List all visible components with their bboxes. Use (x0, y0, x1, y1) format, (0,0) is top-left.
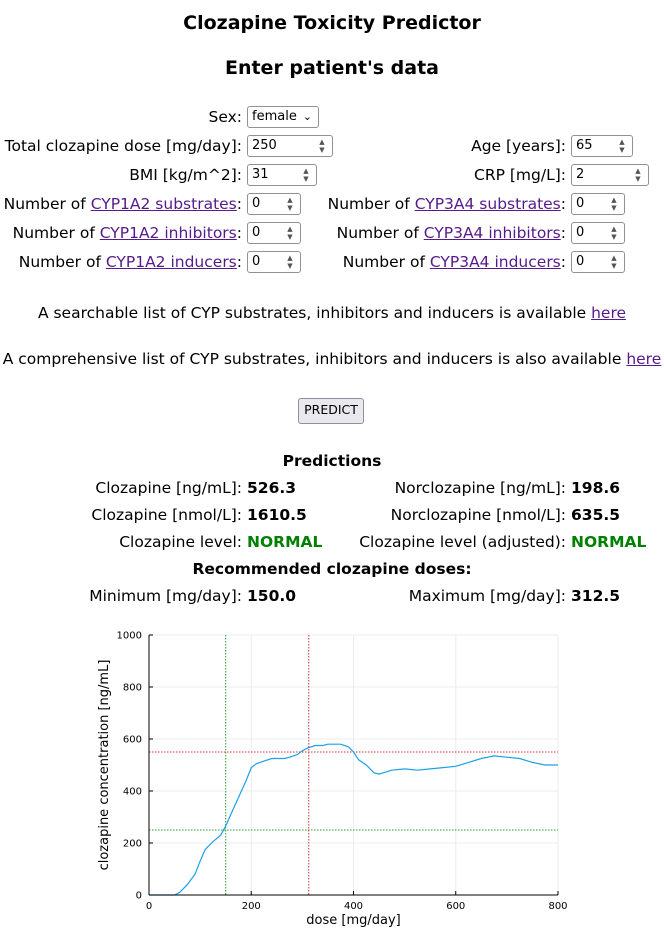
chevron-down-icon: ⌄ (302, 110, 312, 123)
cyp3a4-substrates-input[interactable]: 0 ▲ ▼ (571, 193, 625, 215)
cyp1a2-inhibitors-link[interactable]: CYP1A2 inhibitors (99, 224, 237, 242)
norclozapine-ngml-value: 198.6 (571, 479, 621, 497)
x-axis-label: dose [mg/day] (306, 913, 400, 928)
clozapine-level-adjusted-badge: NORMAL (571, 533, 647, 551)
x-tick-label: 0 (146, 901, 152, 912)
cyp3a4-inducers-input[interactable]: 0 ▲ ▼ (571, 251, 625, 273)
comprehensive-list-link[interactable]: here (626, 350, 662, 368)
bmi-label: BMI [kg/m^2]: (129, 166, 242, 184)
dose-label: Total clozapine dose [mg/day]: (4, 137, 242, 155)
crp-label: CRP [mg/L]: (474, 166, 566, 184)
cyp3a4-inhibitors-value: 0 (576, 225, 585, 240)
norclozapine-nmol-label: Norclozapine [nmol/L]: (390, 506, 566, 524)
stepper-icon[interactable]: ▲ ▼ (287, 225, 293, 241)
app-title: Clozapine Toxicity Predictor (183, 12, 481, 34)
cyp1a2-substrates-link[interactable]: CYP1A2 substrates (90, 195, 237, 213)
cyp3a4-substrates-value: 0 (576, 196, 585, 211)
bmi-input[interactable]: 31 ▲ ▼ (247, 164, 317, 186)
clozapine-level-badge: NORMAL (247, 533, 323, 551)
chart-axes: 0 200 400 600 800 0 200 400 600 800 1000 (117, 631, 568, 913)
cyp1a2-inhibitors-input[interactable]: 0 ▲ ▼ (247, 222, 301, 244)
stepper-icon[interactable]: ▲ ▼ (287, 254, 293, 270)
crp-input[interactable]: 2 ▲ ▼ (571, 164, 649, 186)
stepper-icon[interactable]: ▲ ▼ (611, 196, 617, 212)
x-tick-label: 600 (446, 901, 465, 912)
stepper-icon[interactable]: ▲ ▼ (287, 196, 293, 212)
stepper-icon[interactable]: ▲ ▼ (635, 167, 641, 183)
cyp3a4-inducers-label: Number of CYP3A4 inducers: (342, 253, 566, 271)
cyp1a2-inducers-value: 0 (252, 254, 261, 269)
concentration-curve (149, 743, 558, 896)
maximum-dose-value: 312.5 (571, 587, 621, 605)
norclozapine-ngml-label: Norclozapine [ng/mL]: (394, 479, 566, 497)
predictions-heading: Predictions (282, 452, 382, 470)
x-tick-label: 800 (548, 901, 567, 912)
searchable-list-link[interactable]: here (591, 304, 627, 322)
dose-input[interactable]: 250 ▲ ▼ (247, 135, 333, 157)
cyp1a2-inducers-label: Number of CYP1A2 inducers: (18, 253, 242, 271)
bmi-value: 31 (252, 167, 269, 182)
y-tick-label: 800 (123, 683, 142, 694)
clozapine-ngml-label: Clozapine [ng/mL]: (95, 479, 242, 497)
cyp1a2-substrates-input[interactable]: 0 ▲ ▼ (247, 193, 301, 215)
minimum-dose-label: Minimum [mg/day]: (89, 587, 242, 605)
cyp3a4-inhibitors-link[interactable]: CYP3A4 inhibitors (423, 224, 561, 242)
comprehensive-list-note: A comprehensive list of CYP substrates, … (2, 350, 662, 368)
stepper-icon[interactable]: ▲ ▼ (611, 225, 617, 241)
norclozapine-nmol-value: 635.5 (571, 506, 621, 524)
predict-button[interactable]: PREDICT (298, 398, 364, 424)
cyp3a4-inducers-link[interactable]: CYP3A4 inducers (429, 253, 561, 271)
clozapine-nmol-label: Clozapine [nmol/L]: (91, 506, 242, 524)
y-axis-label: clozapine concentration [ng/mL] (97, 660, 112, 871)
form-subtitle: Enter patient's data (224, 57, 440, 79)
stepper-icon[interactable]: ▲ ▼ (611, 254, 617, 270)
searchable-list-note: A searchable list of CYP substrates, inh… (37, 304, 627, 322)
cyp1a2-inducers-link[interactable]: CYP1A2 inducers (105, 253, 237, 271)
cyp3a4-inducers-value: 0 (576, 254, 585, 269)
clozapine-nmol-value: 1610.5 (247, 506, 307, 524)
clozapine-level-label: Clozapine level: (119, 533, 242, 551)
stepper-icon[interactable]: ▲ ▼ (619, 138, 625, 154)
sex-value: female (252, 109, 297, 124)
stepper-icon[interactable]: ▲ ▼ (303, 167, 309, 183)
y-tick-label: 0 (136, 891, 142, 902)
clozapine-ngml-value: 526.3 (247, 479, 297, 497)
cyp3a4-inhibitors-input[interactable]: 0 ▲ ▼ (571, 222, 625, 244)
chart-grid (148, 634, 559, 896)
age-label: Age [years]: (471, 137, 566, 155)
age-input[interactable]: 65 ▲ ▼ (571, 135, 633, 157)
cyp1a2-inhibitors-label: Number of CYP1A2 inhibitors: (12, 224, 242, 242)
sex-select[interactable]: female ⌄ (247, 106, 319, 128)
stepper-icon[interactable]: ▲ ▼ (319, 138, 325, 154)
cyp1a2-inhibitors-value: 0 (252, 225, 261, 240)
crp-value: 2 (576, 167, 585, 182)
maximum-dose-label: Maximum [mg/day]: (408, 587, 566, 605)
y-tick-label: 400 (123, 787, 142, 798)
recommended-doses-heading: Recommended clozapine doses: (192, 560, 472, 578)
cyp1a2-substrates-value: 0 (252, 196, 261, 211)
cyp1a2-inducers-input[interactable]: 0 ▲ ▼ (247, 251, 301, 273)
clozapine-level-adjusted-label: Clozapine level (adjusted): (359, 533, 566, 551)
cyp1a2-substrates-label: Number of CYP1A2 substrates: (3, 195, 242, 213)
x-tick-label: 200 (242, 901, 261, 912)
cyp3a4-substrates-link[interactable]: CYP3A4 substrates (414, 195, 561, 213)
minimum-dose-value: 150.0 (247, 587, 297, 605)
dose-concentration-chart: 0 200 400 600 800 0 200 400 600 800 1000 dose [mg/… (97, 631, 568, 929)
cyp3a4-substrates-label: Number of CYP3A4 substrates: (327, 195, 566, 213)
cyp3a4-inhibitors-label: Number of CYP3A4 inhibitors: (336, 224, 566, 242)
x-tick-label: 400 (344, 901, 363, 912)
y-tick-label: 200 (123, 839, 142, 850)
age-value: 65 (576, 138, 593, 153)
sex-label: Sex: (208, 108, 243, 126)
y-tick-label: 1000 (117, 631, 142, 642)
y-tick-label: 600 (123, 735, 142, 746)
dose-value: 250 (252, 138, 277, 153)
